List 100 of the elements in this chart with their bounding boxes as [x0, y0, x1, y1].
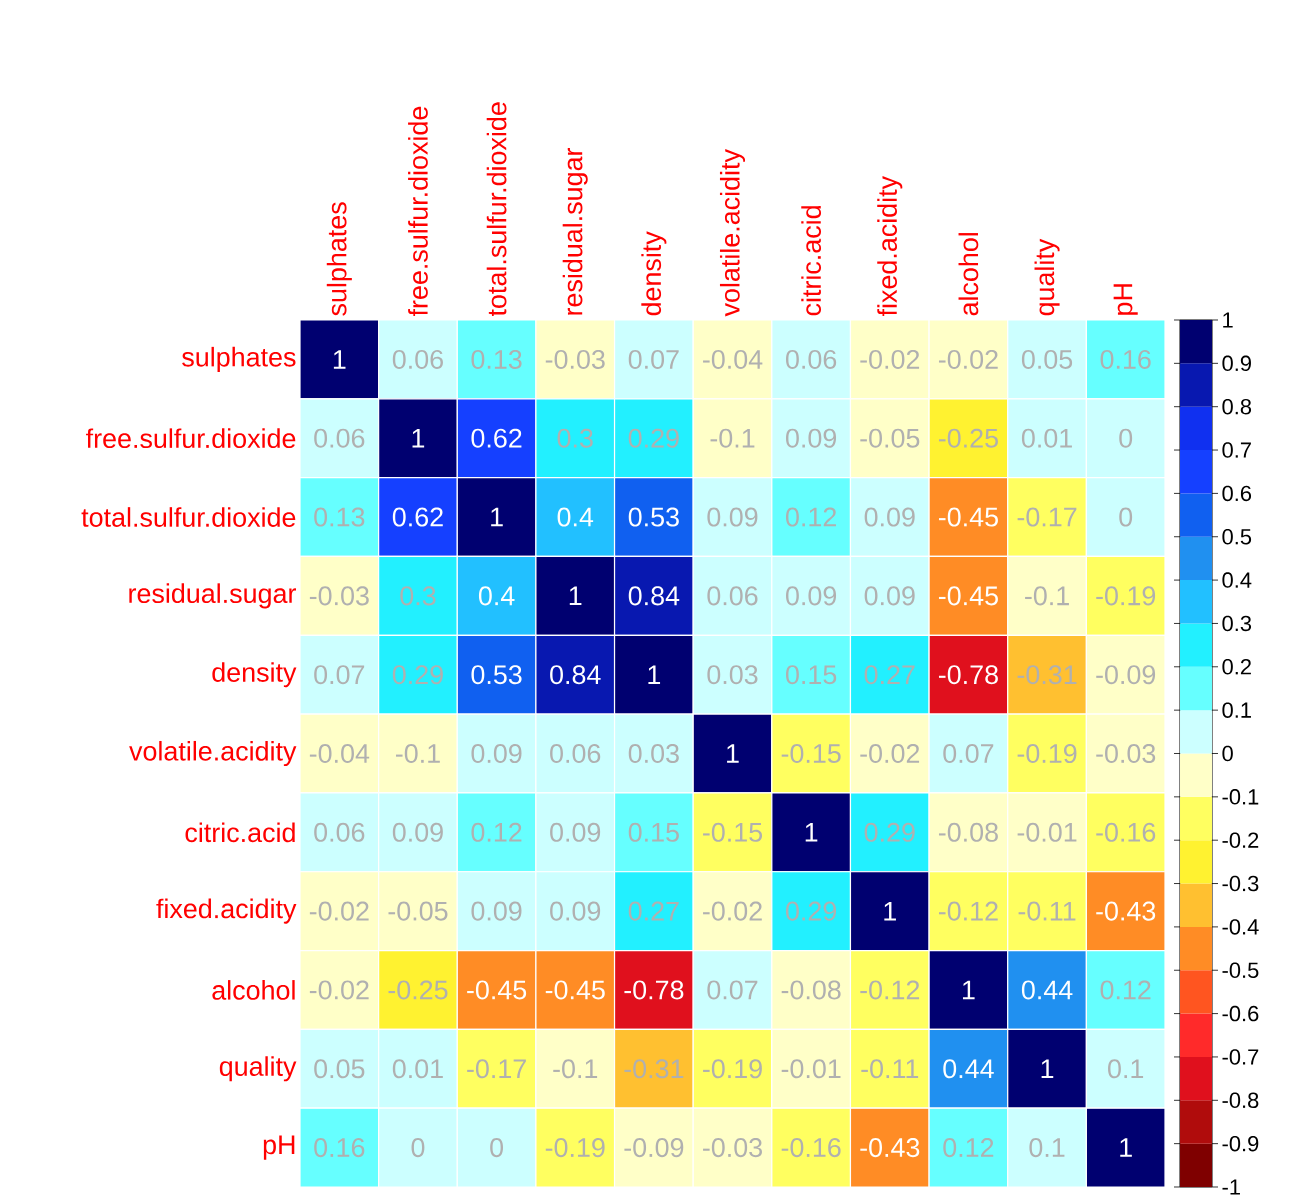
color-bar-label: -0.1 [1222, 789, 1259, 805]
data-label: -0.43 [1096, 901, 1156, 921]
data-label: 0 [1119, 428, 1133, 448]
data-label: -0.43 [860, 1138, 920, 1158]
x-tick-label: density [641, 231, 667, 316]
data-label: 0.29 [864, 822, 915, 842]
data-label: -0.31 [624, 1059, 684, 1079]
y-tick-label: quality [219, 1056, 297, 1082]
data-label: 0.06 [392, 349, 443, 369]
data-label: -0.16 [781, 1138, 841, 1158]
data-label: -0.78 [624, 980, 684, 1000]
data-label: -0.08 [781, 980, 841, 1000]
color-bar-label: 0 [1222, 745, 1233, 762]
data-label: -0.05 [860, 428, 920, 448]
y-tick-label: citric.acid [185, 822, 295, 843]
data-label: 0.3 [400, 586, 436, 606]
data-label: 0.01 [392, 1059, 443, 1079]
data-label: 0.03 [707, 665, 758, 685]
data-label: 0.53 [628, 507, 679, 527]
data-label: -0.05 [388, 901, 448, 921]
x-tick-label: free.sulfur.dioxide [408, 106, 428, 317]
x-tick-label: citric.acid [801, 206, 822, 316]
data-label: -0.1 [395, 744, 440, 764]
x-tick-label: pH [1113, 284, 1138, 315]
data-label: -0.08 [938, 822, 998, 842]
data-label: -0.19 [545, 1138, 605, 1158]
data-label: 0.12 [943, 1138, 994, 1158]
color-bar-label: 0.1 [1222, 702, 1251, 718]
data-label: 0.07 [707, 980, 758, 1000]
y-tick-label: sulphates [182, 346, 296, 373]
data-label: 0.13 [314, 507, 365, 527]
color-bar-label: 0.5 [1222, 529, 1252, 545]
data-label: 0.62 [471, 428, 522, 448]
data-label: 0.09 [471, 901, 522, 921]
data-label: 0 [411, 1138, 425, 1158]
data-label: -0.03 [703, 1138, 762, 1158]
data-label: 0 [490, 1138, 504, 1158]
data-label: -0.1 [553, 1059, 598, 1079]
color-bar-label: -0.4 [1222, 919, 1259, 935]
data-label: 1 [805, 823, 818, 842]
data-label: -0.02 [860, 744, 920, 764]
data-label: -0.12 [938, 901, 998, 921]
data-label: -0.17 [467, 1059, 526, 1079]
color-bar-label: 0.9 [1222, 355, 1251, 372]
y-tick-label: pH [263, 1135, 295, 1160]
data-label: 0.06 [550, 744, 601, 764]
data-label: 0.62 [392, 507, 443, 527]
data-label: -0.01 [1017, 822, 1077, 842]
data-label: 0.07 [314, 665, 365, 685]
x-tick-label: total.sulfur.dioxide [486, 102, 507, 317]
color-bar-label: -0.9 [1222, 1135, 1259, 1152]
data-label: -0.45 [467, 980, 527, 1000]
data-label: -0.03 [545, 349, 605, 369]
data-label: -0.45 [938, 507, 998, 527]
data-label: 0.05 [1021, 349, 1073, 369]
data-label: 0.09 [392, 822, 443, 842]
color-bar-label: -0.2 [1222, 832, 1259, 849]
data-label: 0.09 [864, 507, 915, 527]
data-label: -0.25 [388, 980, 448, 1000]
data-label: -0.12 [860, 980, 920, 1000]
x-tick-label: alcohol [958, 233, 979, 316]
data-label: 0.12 [786, 507, 836, 527]
data-label: 0.09 [550, 901, 601, 921]
data-label: 0.29 [392, 665, 443, 685]
color-bar-label: -0.6 [1222, 1005, 1259, 1022]
data-label: 0.15 [786, 665, 837, 685]
data-label: -0.11 [861, 1059, 919, 1079]
data-label: -0.1 [1025, 586, 1069, 606]
data-label: 0 [1119, 507, 1133, 527]
data-label: 1 [962, 980, 975, 1000]
data-label: -0.19 [703, 1059, 762, 1079]
data-label: 1 [727, 744, 739, 763]
color-bar-label: -1 [1222, 1179, 1240, 1195]
data-label: -0.02 [309, 901, 369, 921]
x-tick-label: residual.sugar [562, 148, 588, 315]
data-label: -0.1 [710, 428, 755, 448]
data-label: -0.19 [1096, 586, 1156, 606]
color-bar-label: 0.6 [1222, 485, 1252, 502]
data-label: -0.15 [703, 822, 763, 842]
y-tick-label: alcohol [212, 980, 295, 1000]
data-label: -0.04 [703, 349, 763, 369]
data-label: -0.19 [1017, 744, 1077, 764]
data-label: 0.06 [786, 349, 837, 369]
data-label: 1 [1120, 1138, 1132, 1157]
data-label: -0.78 [938, 665, 998, 685]
data-label: 0.53 [471, 665, 522, 685]
data-label: 0.15 [628, 822, 679, 842]
data-label: 0.27 [864, 665, 915, 685]
data-label: 0.84 [550, 665, 601, 685]
data-label: 0.12 [1100, 980, 1151, 1000]
data-label: 0.09 [471, 744, 522, 764]
color-bar-label: 0.2 [1222, 659, 1251, 675]
data-label: 0.06 [314, 822, 365, 842]
data-label: 0.44 [1021, 980, 1073, 1000]
y-tick-label: fixed.acidity [156, 898, 297, 924]
data-label: 1 [412, 429, 425, 448]
data-label: -0.11 [1018, 901, 1076, 921]
data-label: 0.29 [628, 428, 679, 448]
data-label: -0.02 [860, 349, 920, 369]
data-label: 0.09 [550, 822, 601, 842]
